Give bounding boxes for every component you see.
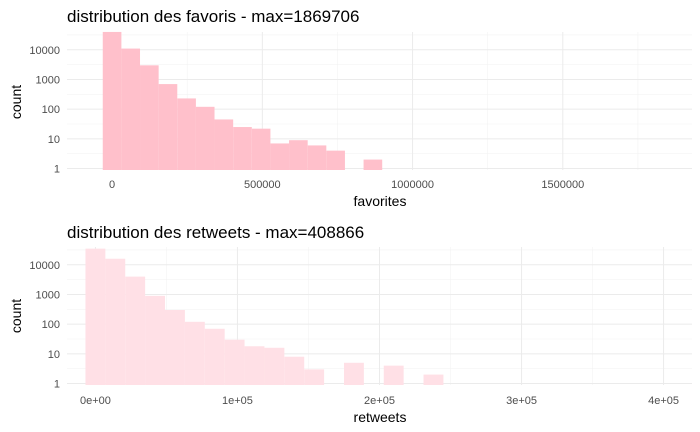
retweets-bars	[85, 248, 444, 385]
retweets-histogram-bar	[383, 365, 404, 385]
retweets-chart-title: distribution des retweets - max=408866	[67, 223, 364, 242]
favorites-histogram-bar	[251, 128, 271, 170]
favorites-x-tick-label: 1500000	[541, 179, 584, 191]
retweets-histogram-bar	[304, 369, 325, 385]
favorites-y-axis-title: count	[8, 85, 24, 119]
favorites-chart-title: distribution des favoris - max=1869706	[67, 7, 359, 26]
favorites-histogram-bar	[177, 98, 196, 170]
retweets-x-tick-label: 1e+05	[222, 395, 253, 407]
retweets-x-tick-label: 3e+05	[506, 395, 537, 407]
favorites-y-tick-label: 10	[48, 134, 60, 146]
favorites-y-tick-label: 10000	[29, 45, 60, 57]
favorites-x-tick-label: 1000000	[391, 179, 434, 191]
favorites-y-tick-label: 1	[54, 164, 60, 176]
favorites-histogram-bar	[307, 145, 327, 170]
favorites-histogram-bar	[233, 127, 252, 170]
retweets-histogram-bar	[224, 339, 245, 385]
retweets-x-axis-title: retweets	[354, 409, 407, 425]
favorites-histogram-bar	[121, 48, 141, 171]
favorites-y-tick-label: 1000	[36, 74, 60, 86]
favorites-y-tick-labels: 1 10 100 1000 10000	[29, 45, 60, 176]
retweets-x-tick-label: 2e+05	[364, 395, 395, 407]
retweets-y-tick-label: 100	[42, 319, 60, 331]
favorites-histogram-bar	[363, 159, 383, 170]
retweets-histogram-panel: distribution des retweets - max=408866 1…	[8, 223, 692, 425]
favorites-x-tick-label: 0	[109, 179, 115, 191]
retweets-histogram-bar	[165, 310, 185, 385]
retweets-x-tick-label: 4e+05	[648, 395, 679, 407]
retweets-histogram-bar	[244, 346, 265, 385]
retweets-y-axis-title: count	[8, 299, 24, 333]
retweets-histogram-bar	[105, 258, 126, 385]
favorites-histogram-bar	[195, 106, 215, 170]
favorites-x-tick-label: 500000	[244, 179, 281, 191]
retweets-x-tick-labels: 0e+00 1e+05 2e+05 3e+05 4e+05	[80, 395, 679, 407]
retweets-histogram-bar	[343, 362, 364, 385]
favorites-histogram-panel: distribution des favoris - max=1869706 1…	[8, 7, 692, 209]
retweets-histogram-bar	[284, 356, 305, 385]
favorites-histogram-bar	[289, 140, 308, 170]
favorites-histogram-bar	[214, 119, 234, 170]
retweets-histogram-bar	[125, 276, 146, 385]
favorites-x-tick-labels: 0 500000 1000000 1500000	[109, 179, 584, 191]
retweets-histogram-bar	[204, 328, 225, 385]
retweets-y-tick-labels: 1 10 100 1000 10000	[29, 260, 60, 391]
favorites-histogram-bar	[270, 143, 290, 170]
retweets-histogram-bar	[423, 374, 444, 385]
retweets-histogram-bar	[184, 321, 205, 385]
retweets-y-tick-label: 1	[54, 379, 60, 391]
retweets-x-tick-label: 0e+00	[80, 395, 111, 407]
retweets-y-tick-label: 10000	[29, 260, 60, 272]
favorites-x-axis-title: favorites	[354, 193, 407, 209]
retweets-histogram-bar	[145, 295, 166, 385]
favorites-histogram-bar	[158, 84, 178, 170]
retweets-y-tick-label: 10	[48, 349, 60, 361]
favorites-histogram-bar	[140, 65, 159, 170]
retweets-histogram-bar	[85, 248, 106, 385]
favorites-histogram-bar	[326, 150, 345, 170]
favorites-histogram-bar	[102, 31, 122, 171]
retweets-histogram-bar	[264, 347, 285, 385]
favorites-y-tick-label: 100	[42, 104, 60, 116]
retweets-y-tick-label: 1000	[36, 289, 60, 301]
favorites-bars	[102, 31, 383, 171]
